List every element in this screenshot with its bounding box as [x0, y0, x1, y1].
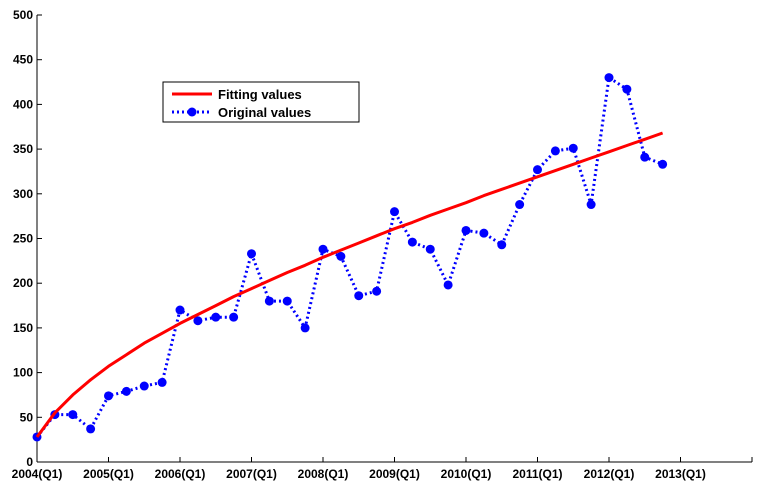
data-point-original	[533, 165, 542, 175]
data-point-original	[175, 305, 185, 315]
series-layer	[32, 73, 668, 442]
y-tick-label: 150	[13, 321, 33, 335]
legend-marker-original	[187, 107, 197, 117]
data-point-original	[139, 381, 149, 391]
data-point-original	[658, 159, 668, 169]
data-point-original	[247, 249, 256, 259]
x-tick-label: 2008(Q1)	[298, 467, 349, 481]
x-axis-ticks: 2004(Q1) 2005(Q1) 2006(Q1) 2007(Q1) 2008(Q1)…	[12, 457, 753, 481]
series-line-original	[35, 75, 664, 438]
data-point-original	[497, 240, 507, 250]
data-point-original	[336, 251, 346, 261]
data-point-original	[407, 237, 417, 247]
x-tick-label: 2009(Q1)	[369, 467, 420, 481]
data-point-original	[622, 84, 632, 94]
data-point-original	[354, 291, 364, 301]
y-tick-label: 250	[13, 232, 33, 246]
data-point-original	[515, 200, 525, 210]
y-tick-label: 450	[13, 53, 33, 67]
legend: Fitting values Original values	[162, 81, 360, 123]
x-tick-label: 2013(Q1)	[655, 467, 706, 481]
data-point-original	[157, 377, 167, 387]
legend-label-original: Original values	[218, 105, 311, 120]
data-point-original	[586, 200, 596, 210]
x-tick-label: 2007(Q1)	[226, 467, 277, 481]
y-axis-ticks: 0 50 100 150 200 250 300 350 400 450 500	[13, 8, 42, 469]
data-point-original	[479, 228, 489, 238]
y-tick-label: 100	[13, 366, 33, 380]
y-tick-label: 300	[13, 187, 33, 201]
data-point-original	[193, 316, 203, 326]
data-point-original	[104, 391, 113, 401]
series-line-fitting	[35, 131, 664, 438]
x-tick-label: 2004(Q1)	[12, 467, 63, 481]
data-point-original	[318, 244, 328, 254]
data-point-original	[443, 280, 453, 290]
y-tick-label: 50	[20, 410, 34, 424]
data-point-original	[211, 312, 221, 322]
x-tick-label: 2006(Q1)	[155, 467, 206, 481]
data-point-original	[425, 244, 435, 254]
data-point-original	[550, 146, 560, 156]
data-point-original	[264, 296, 274, 306]
data-point-original	[282, 296, 292, 306]
data-point-original	[372, 286, 382, 296]
data-point-original	[461, 225, 471, 235]
data-point-original	[229, 312, 239, 322]
y-tick-label: 400	[13, 97, 33, 111]
x-tick-label: 2011(Q1)	[512, 467, 562, 481]
y-tick-label: 200	[13, 276, 33, 290]
x-tick-label: 2005(Q1)	[83, 467, 134, 481]
y-tick-label: 350	[13, 142, 33, 156]
y-tick-label: 500	[13, 8, 33, 22]
data-point-original	[604, 73, 614, 83]
data-point-original	[300, 323, 310, 333]
legend-box	[162, 81, 360, 123]
legend-label-fitting: Fitting values	[218, 87, 302, 102]
y-tick-label: 0	[26, 455, 33, 469]
data-point-original	[68, 410, 78, 420]
data-point-original	[121, 386, 131, 396]
data-point-original	[390, 207, 399, 217]
data-point-original	[568, 143, 578, 153]
data-point-original	[640, 152, 650, 162]
plot-frame	[36, 15, 752, 463]
x-tick-label: 2010(Q1)	[441, 467, 492, 481]
x-tick-label: 2012(Q1)	[584, 467, 635, 481]
data-point-original	[86, 424, 96, 434]
